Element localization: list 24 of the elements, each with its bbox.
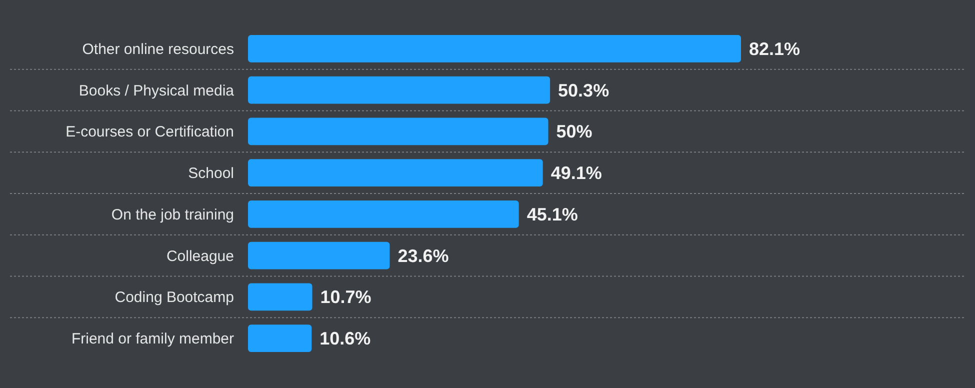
data-label: 50.3%	[558, 80, 610, 100]
bar	[248, 35, 741, 62]
y-tick-label: Coding Bootcamp	[114, 289, 234, 306]
data-label: 45.1%	[526, 204, 578, 224]
bar	[248, 242, 390, 270]
bar	[248, 324, 312, 352]
y-tick-label: Other online resources	[82, 40, 234, 58]
data-label: 50%	[556, 122, 592, 142]
data-label: 10.6%	[320, 328, 371, 349]
y-tick-label: On the job training	[111, 206, 234, 224]
y-tick-label: Friend or family member	[71, 330, 234, 348]
bar	[248, 200, 519, 228]
y-tick-label: E-courses or Certification	[66, 124, 234, 141]
data-label: 49.1%	[550, 163, 602, 184]
y-tick-label: Books / Physical media	[78, 82, 235, 100]
data-label: 82.1%	[749, 38, 800, 59]
data-label: 10.7%	[320, 287, 372, 308]
y-tick-label: School	[188, 165, 234, 182]
bar	[248, 283, 312, 311]
y-tick-label: Colleague	[166, 248, 234, 265]
bar	[248, 118, 548, 146]
bar	[248, 76, 550, 104]
bar	[248, 159, 543, 186]
data-label: 23.6%	[398, 246, 449, 266]
